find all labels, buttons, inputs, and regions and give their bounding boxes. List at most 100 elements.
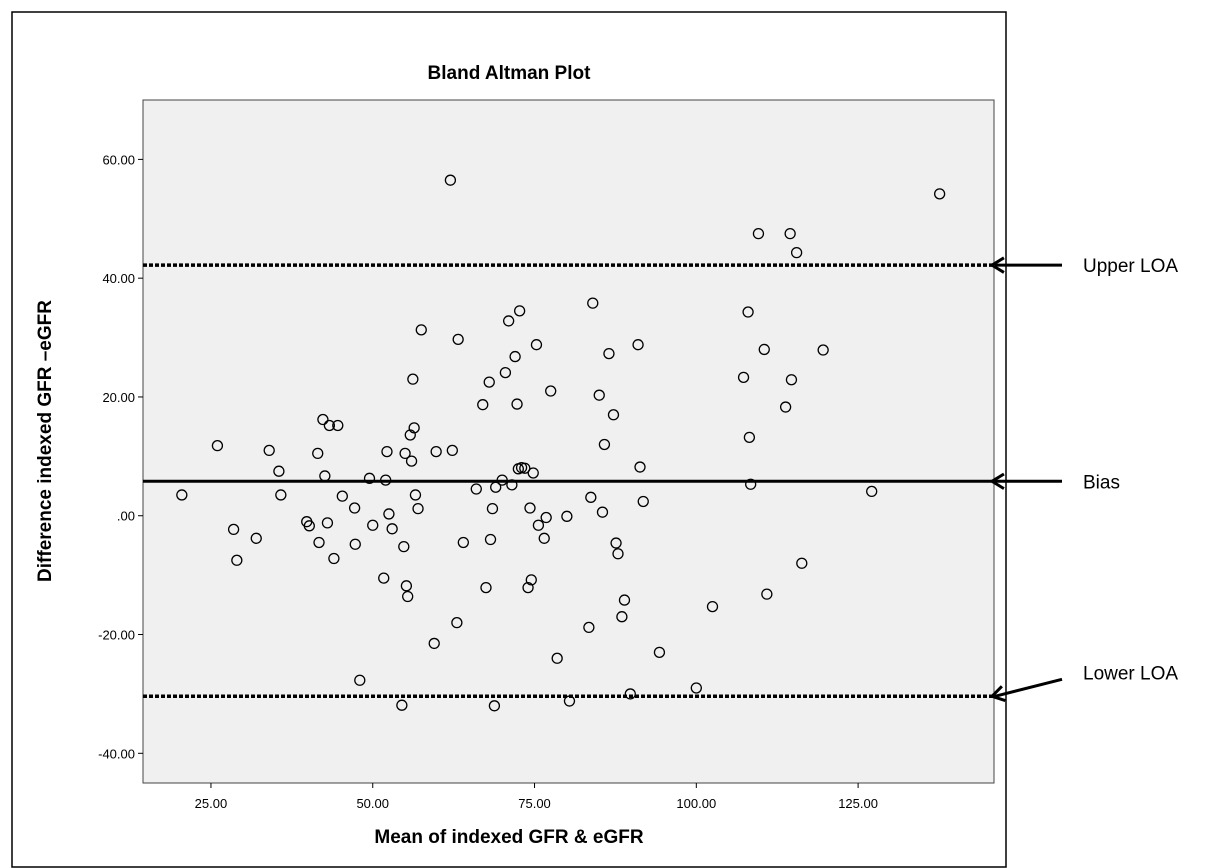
data-point-97 [737, 371, 750, 384]
data-point-6 [273, 465, 285, 477]
annotation-bias: Bias [1083, 472, 1120, 493]
data-point-71 [532, 519, 545, 531]
data-point-109 [817, 344, 829, 356]
data-point-100 [745, 478, 757, 490]
data-point-5 [263, 444, 275, 457]
data-point-13 [319, 470, 331, 482]
arrow-shaft [994, 677, 1063, 698]
data-point-69 [527, 467, 539, 479]
data-point-15 [323, 419, 336, 432]
data-point-2 [227, 523, 240, 536]
data-point-36 [407, 373, 419, 385]
x-tick-label: 50.00 [356, 796, 389, 811]
data-point-83 [598, 438, 611, 451]
arrow-head [989, 256, 1005, 274]
data-point-106 [785, 374, 798, 386]
data-point-89 [618, 594, 631, 606]
data-point-60 [509, 350, 521, 363]
data-point-82 [596, 506, 609, 518]
data-point-10 [312, 447, 324, 460]
data-point-31 [399, 447, 411, 460]
data-point-26 [381, 445, 393, 458]
data-point-17 [332, 419, 344, 432]
x-tick-label: 75.00 [518, 796, 551, 811]
data-point-22 [363, 472, 376, 484]
annotation-lower-loa: Lower LOA [1083, 663, 1178, 684]
data-point-48 [470, 483, 482, 495]
y-axis-ticks: -40.00 -20.00 .00 20.00 40.00 60.00 [98, 152, 143, 761]
data-point-29 [396, 699, 408, 711]
data-point-70 [530, 339, 543, 351]
x-tick-label: 25.00 [195, 796, 228, 811]
data-point-9 [303, 520, 315, 532]
data-point-91 [632, 339, 644, 351]
data-point-103 [761, 588, 773, 600]
arrow-bias [989, 472, 1062, 490]
y-tick-label: 20.00 [102, 390, 135, 405]
data-point-107 [790, 246, 803, 259]
x-axis-label: Mean of indexed GFR & eGFR [374, 827, 643, 848]
data-point-72 [538, 532, 550, 544]
data-point-0 [176, 489, 188, 501]
annotation-upper-loa: Upper LOA [1083, 256, 1178, 277]
arrow-head [989, 685, 1006, 703]
data-point-50 [480, 581, 492, 594]
arrow-upper-loa [989, 256, 1062, 274]
data-point-35 [405, 455, 418, 467]
data-point-63 [513, 305, 526, 317]
data-point-18 [336, 490, 348, 502]
data-point-40 [415, 324, 427, 336]
data-point-92 [634, 461, 646, 473]
x-tick-label: 125.00 [838, 796, 878, 811]
y-tick-label: 60.00 [102, 152, 135, 167]
data-point-105 [784, 227, 796, 240]
data-point-23 [367, 519, 379, 531]
data-point-110 [866, 485, 878, 498]
data-point-39 [412, 502, 424, 515]
data-point-108 [796, 557, 808, 569]
data-point-68 [525, 574, 537, 586]
data-point-25 [380, 474, 392, 486]
data-point-58 [502, 315, 515, 327]
arrow-head [989, 472, 1005, 490]
y-tick-label: -20.00 [98, 628, 135, 643]
data-point-104 [779, 401, 792, 413]
data-point-4 [250, 532, 262, 544]
data-point-12 [317, 413, 329, 426]
data-point-79 [585, 491, 597, 503]
data-point-45 [451, 616, 463, 629]
data-point-102 [758, 343, 770, 356]
data-point-19 [348, 502, 361, 514]
data-point-75 [551, 652, 563, 664]
data-point-59 [506, 479, 518, 491]
data-point-73 [540, 511, 552, 524]
data-point-52 [484, 533, 497, 546]
data-point-57 [499, 366, 512, 379]
data-point-7 [275, 489, 287, 501]
data-point-32 [400, 580, 413, 592]
data-point-78 [583, 621, 595, 634]
data-point-16 [328, 552, 340, 565]
arrow-lower-loa [989, 677, 1063, 703]
y-tick-label: .00 [117, 509, 135, 524]
data-point-94 [653, 646, 666, 658]
data-point-65 [519, 462, 531, 474]
data-point-41 [428, 637, 440, 650]
data-point-24 [378, 572, 390, 584]
data-point-28 [386, 523, 398, 535]
data-point-30 [398, 540, 410, 553]
data-point-11 [313, 536, 325, 549]
y-axis-label: Difference indexed GFR –eGFR [35, 300, 56, 582]
data-point-95 [690, 682, 702, 694]
data-point-67 [524, 502, 536, 514]
data-point-87 [612, 548, 624, 560]
data-point-61 [511, 398, 523, 410]
data-point-90 [624, 688, 636, 700]
data-point-38 [409, 489, 422, 501]
y-tick-label: 40.00 [102, 271, 135, 286]
data-point-1 [211, 440, 224, 452]
data-point-27 [383, 508, 395, 520]
data-point-21 [354, 674, 366, 686]
data-point-88 [616, 611, 628, 623]
data-point-111 [933, 188, 946, 200]
